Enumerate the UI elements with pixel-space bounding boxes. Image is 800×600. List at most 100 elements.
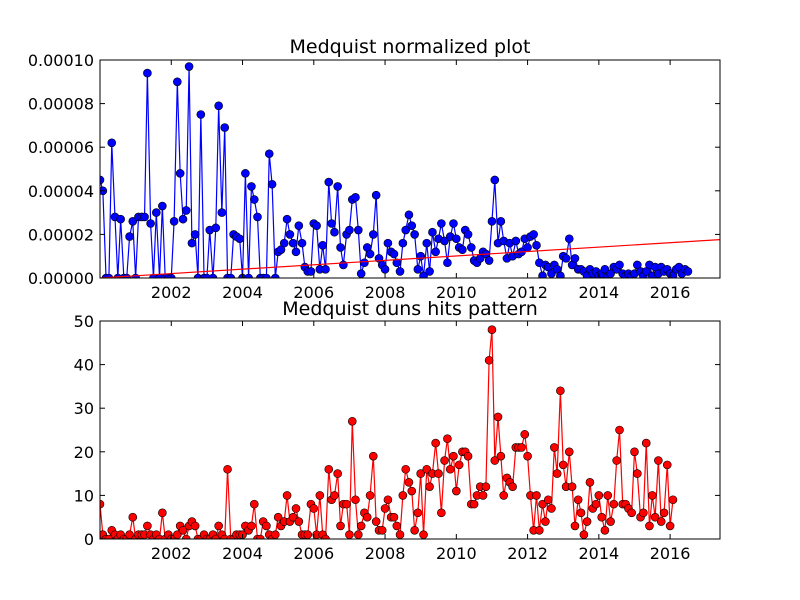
data-point <box>330 227 339 237</box>
data-point <box>425 482 434 491</box>
x-tick-label: 2008 <box>365 544 406 563</box>
data-point <box>330 491 339 500</box>
data-point <box>336 243 345 252</box>
data-point <box>443 258 452 268</box>
y-tick-label: 0.00008 <box>28 95 94 114</box>
data-point <box>294 221 304 230</box>
data-point <box>140 212 149 222</box>
data-point <box>582 517 592 526</box>
data-point <box>543 495 553 505</box>
data-point <box>702 0 710 4</box>
data-point <box>410 230 419 239</box>
data-point <box>711 0 719 4</box>
data-point <box>696 0 704 4</box>
y-tick-label: 10 <box>74 486 94 505</box>
x-tick-label: 2004 <box>222 283 263 302</box>
x-tick-label: 2004 <box>222 544 263 563</box>
data-point <box>585 478 595 487</box>
data-point <box>437 219 446 228</box>
data-point <box>541 517 550 526</box>
data-point <box>282 214 292 224</box>
data-point <box>437 508 446 518</box>
data-point <box>282 491 292 500</box>
data-point <box>627 508 636 518</box>
data-point <box>347 416 357 426</box>
data-point <box>440 236 449 246</box>
data-point <box>264 149 274 159</box>
data-point <box>247 521 256 531</box>
data-point <box>383 495 393 505</box>
data-point <box>220 123 230 132</box>
data-point <box>716 0 724 4</box>
data-point <box>371 190 381 200</box>
data-point <box>416 469 425 478</box>
data-point <box>249 195 259 204</box>
data-point <box>693 0 701 4</box>
data-point <box>413 264 423 274</box>
data-point <box>173 77 182 87</box>
data-point <box>454 460 464 470</box>
data-point <box>392 521 402 531</box>
data-point <box>705 0 713 4</box>
x-tick-label: 2006 <box>293 283 334 302</box>
y-tick-label: 0 <box>84 530 94 549</box>
data-point <box>324 177 334 187</box>
data-point <box>702 0 710 4</box>
data-point <box>365 491 375 500</box>
y-tick-label: 50 <box>74 312 94 331</box>
data-point <box>434 469 443 478</box>
data-point <box>708 0 716 4</box>
data-point <box>158 201 167 211</box>
data-point <box>641 438 651 448</box>
data-point <box>297 238 307 248</box>
y-tick-label: 0.00002 <box>28 225 94 244</box>
data-point <box>356 269 366 278</box>
x-tick-label: 2012 <box>507 283 548 302</box>
data-point <box>594 491 604 500</box>
x-tick-label: 2008 <box>365 283 406 302</box>
data-point <box>564 234 574 244</box>
x-tick-label: 2002 <box>151 283 192 302</box>
x-tick-label: 2012 <box>507 544 548 563</box>
data-point <box>558 460 568 470</box>
data-point <box>532 241 541 250</box>
data-point <box>169 217 179 226</box>
data-point <box>672 0 680 4</box>
data-point <box>496 451 506 461</box>
data-point <box>690 0 698 4</box>
data-point <box>699 0 707 4</box>
x-tick-label: 2014 <box>578 283 619 302</box>
data-point <box>365 249 375 259</box>
data-point <box>181 534 191 539</box>
data-point <box>693 0 701 4</box>
data-point <box>321 534 330 539</box>
data-point <box>662 460 672 470</box>
data-point <box>615 425 624 435</box>
data-point <box>606 517 615 526</box>
chart-normalized: Medquist normalized plot 2002 2004 2006 200… <box>28 0 721 302</box>
x-tick-label: 2010 <box>436 283 477 302</box>
data-point <box>690 0 698 4</box>
data-point <box>256 534 265 539</box>
data-point <box>576 508 586 518</box>
data-point <box>603 491 613 500</box>
data-point <box>419 530 428 539</box>
data-point <box>360 258 369 268</box>
y-tick-label: 20 <box>74 443 94 462</box>
data-point <box>484 256 494 265</box>
data-point <box>684 0 692 4</box>
data-point <box>354 225 363 235</box>
data-point <box>647 491 657 500</box>
data-point <box>267 179 277 189</box>
data-point <box>445 464 455 474</box>
data-point <box>570 521 580 531</box>
data-point <box>395 267 405 276</box>
data-point <box>249 499 259 509</box>
data-point <box>597 512 607 522</box>
data-point <box>318 241 328 250</box>
x-tick-label: 2010 <box>436 544 477 563</box>
data-point <box>556 386 565 396</box>
data-point <box>143 521 152 531</box>
data-point <box>478 491 488 500</box>
